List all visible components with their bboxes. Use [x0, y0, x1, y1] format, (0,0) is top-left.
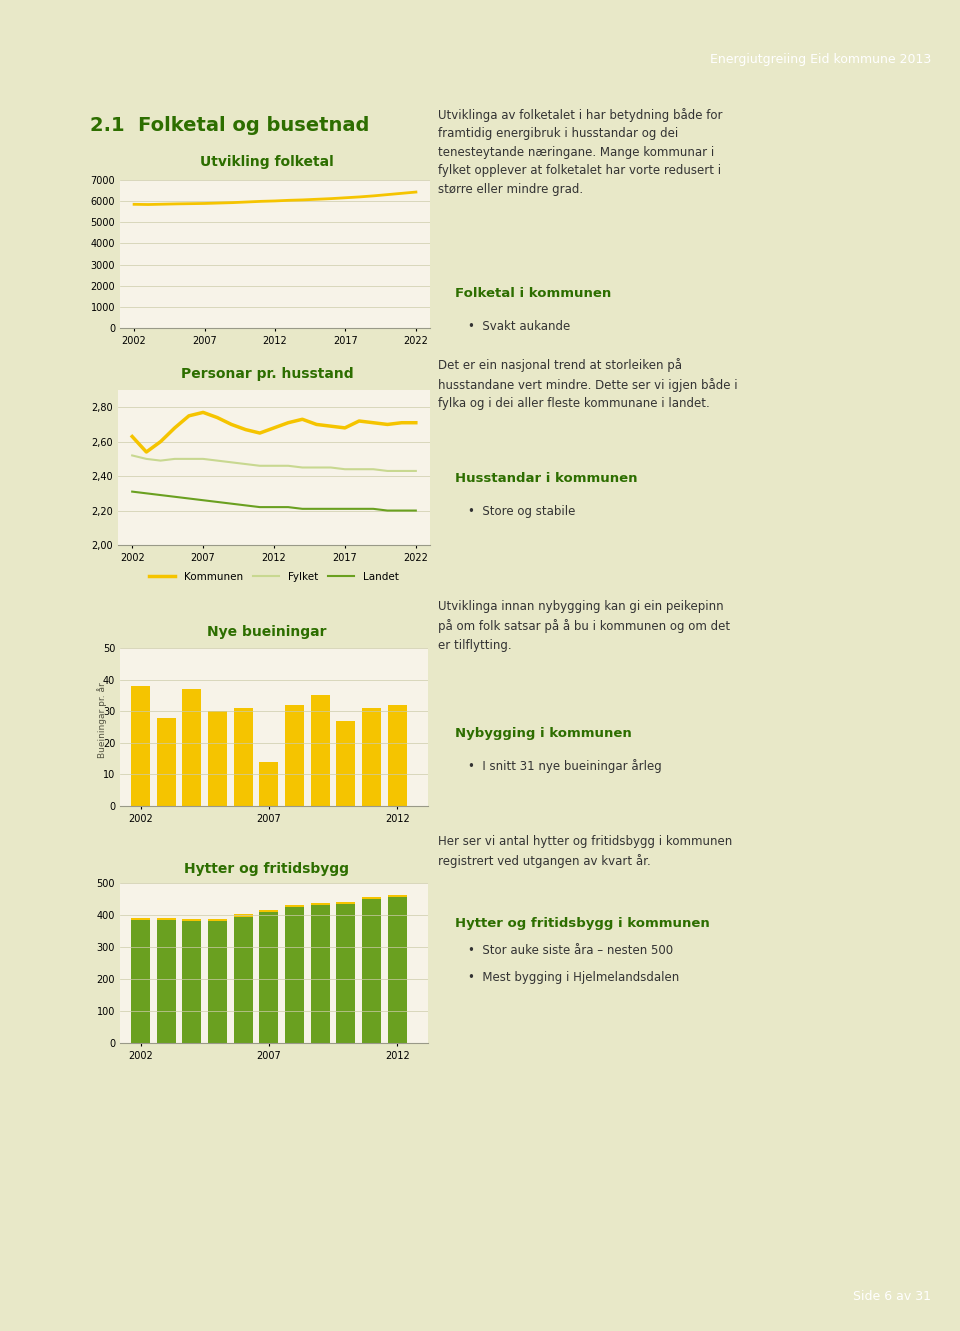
- Bar: [156, 917, 176, 920]
- Text: Her ser vi antal hytter og fritidsbygg i kommunen
registrert ved utgangen av kva: Her ser vi antal hytter og fritidsbygg i…: [438, 835, 732, 868]
- Text: •  Stor auke siste åra – nesten 500: • Stor auke siste åra – nesten 500: [468, 944, 673, 957]
- Text: Hytter og fritidsbygg: Hytter og fritidsbygg: [184, 862, 349, 876]
- Bar: [362, 898, 381, 1044]
- Legend: Kommunen, Fylket, Landet: Kommunen, Fylket, Landet: [145, 568, 403, 586]
- Bar: [388, 897, 407, 1044]
- Text: •  Store og stabile: • Store og stabile: [468, 504, 576, 518]
- Bar: [156, 920, 176, 1044]
- Text: Personar pr. husstand: Personar pr. husstand: [180, 367, 353, 381]
- Bar: [311, 695, 330, 807]
- Bar: [285, 705, 304, 807]
- Text: Nye bueiningar: Nye bueiningar: [207, 626, 326, 639]
- Text: Bueiningar pr. år: Bueiningar pr. år: [97, 681, 107, 757]
- Bar: [131, 920, 150, 1044]
- Text: Nybygging i kommunen: Nybygging i kommunen: [455, 727, 632, 740]
- Bar: [259, 913, 278, 1044]
- Bar: [259, 910, 278, 913]
- Bar: [311, 905, 330, 1044]
- Text: Husstandar i kommunen: Husstandar i kommunen: [455, 473, 637, 484]
- Bar: [208, 918, 228, 921]
- Text: •  Mest bygging i Hjelmelandsdalen: • Mest bygging i Hjelmelandsdalen: [468, 972, 680, 985]
- Bar: [336, 904, 355, 1044]
- Bar: [362, 708, 381, 807]
- Bar: [336, 720, 355, 807]
- Bar: [131, 685, 150, 807]
- Bar: [285, 905, 304, 906]
- Text: Folketal i kommunen: Folketal i kommunen: [455, 287, 612, 299]
- Text: Energiutgreiing Eid kommune 2013: Energiutgreiing Eid kommune 2013: [710, 53, 931, 65]
- Bar: [388, 896, 407, 897]
- Bar: [311, 904, 330, 905]
- Text: Utvikling folketal: Utvikling folketal: [200, 154, 334, 169]
- Bar: [131, 917, 150, 920]
- Bar: [208, 711, 228, 807]
- Text: 2.1  Folketal og busetnad: 2.1 Folketal og busetnad: [90, 116, 370, 134]
- Text: Side 6 av 31: Side 6 av 31: [853, 1290, 931, 1303]
- Bar: [233, 914, 252, 917]
- Bar: [156, 717, 176, 807]
- Text: Det er ein nasjonal trend at storleiken på
husstandane vert mindre. Dette ser vi: Det er ein nasjonal trend at storleiken …: [438, 358, 737, 410]
- Text: •  Svakt aukande: • Svakt aukande: [468, 319, 570, 333]
- Bar: [336, 901, 355, 904]
- Bar: [233, 917, 252, 1044]
- Bar: [182, 689, 202, 807]
- Text: •  I snitt 31 nye bueiningar årleg: • I snitt 31 nye bueiningar årleg: [468, 759, 662, 773]
- Bar: [388, 705, 407, 807]
- Bar: [233, 708, 252, 807]
- Text: Utviklinga av folketalet i har betydning både for
framtidig energibruk i husstan: Utviklinga av folketalet i har betydning…: [438, 108, 723, 196]
- Text: Utviklinga innan nybygging kan gi ein peikepinn
på om folk satsar på å bu i komm: Utviklinga innan nybygging kan gi ein pe…: [438, 600, 731, 651]
- Bar: [259, 761, 278, 807]
- Bar: [182, 921, 202, 1044]
- Bar: [182, 918, 202, 921]
- Bar: [208, 921, 228, 1044]
- Bar: [285, 906, 304, 1044]
- Bar: [362, 897, 381, 898]
- Text: Hytter og fritidsbygg i kommunen: Hytter og fritidsbygg i kommunen: [455, 917, 710, 929]
